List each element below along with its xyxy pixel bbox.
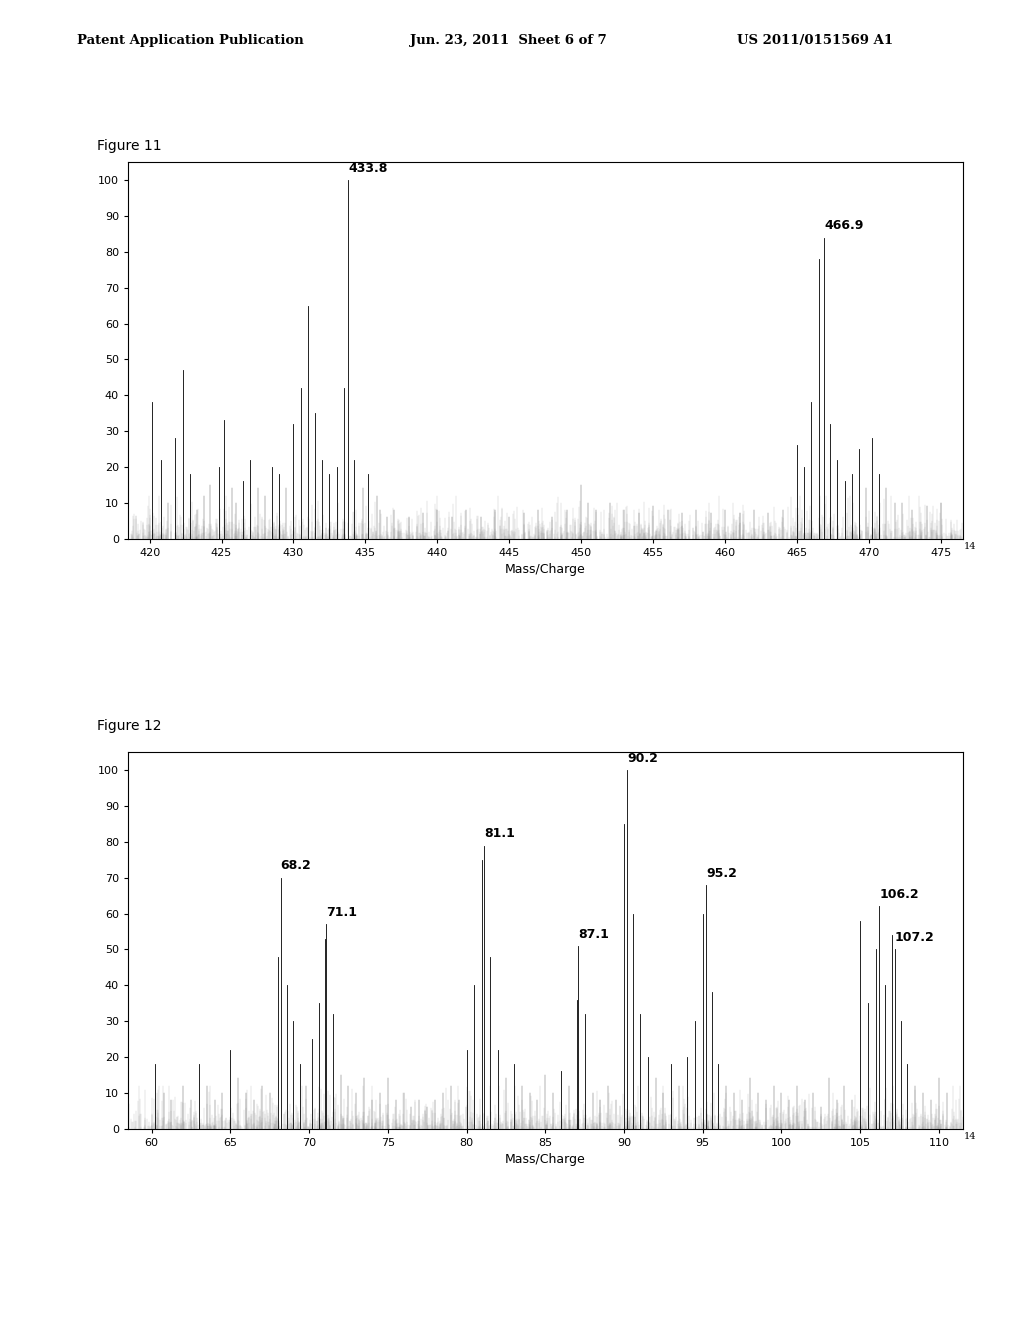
Text: Patent Application Publication: Patent Application Publication [77,34,303,48]
Text: Jun. 23, 2011  Sheet 6 of 7: Jun. 23, 2011 Sheet 6 of 7 [410,34,606,48]
X-axis label: Mass/Charge: Mass/Charge [505,1154,586,1166]
Text: 95.2: 95.2 [706,867,737,879]
Text: 14: 14 [964,1133,976,1142]
Text: 71.1: 71.1 [327,906,357,919]
Text: 68.2: 68.2 [281,859,311,873]
Text: 433.8: 433.8 [348,162,387,174]
Text: Figure 11: Figure 11 [97,139,162,153]
Text: 107.2: 107.2 [895,931,935,944]
X-axis label: Mass/Charge: Mass/Charge [505,564,586,576]
Text: 106.2: 106.2 [879,888,919,902]
Text: 14: 14 [964,543,976,552]
Text: 90.2: 90.2 [627,752,658,766]
Text: US 2011/0151569 A1: US 2011/0151569 A1 [737,34,893,48]
Text: 87.1: 87.1 [579,928,609,940]
Text: Figure 12: Figure 12 [97,719,162,734]
Text: 466.9: 466.9 [824,219,864,232]
Text: 81.1: 81.1 [484,828,515,841]
